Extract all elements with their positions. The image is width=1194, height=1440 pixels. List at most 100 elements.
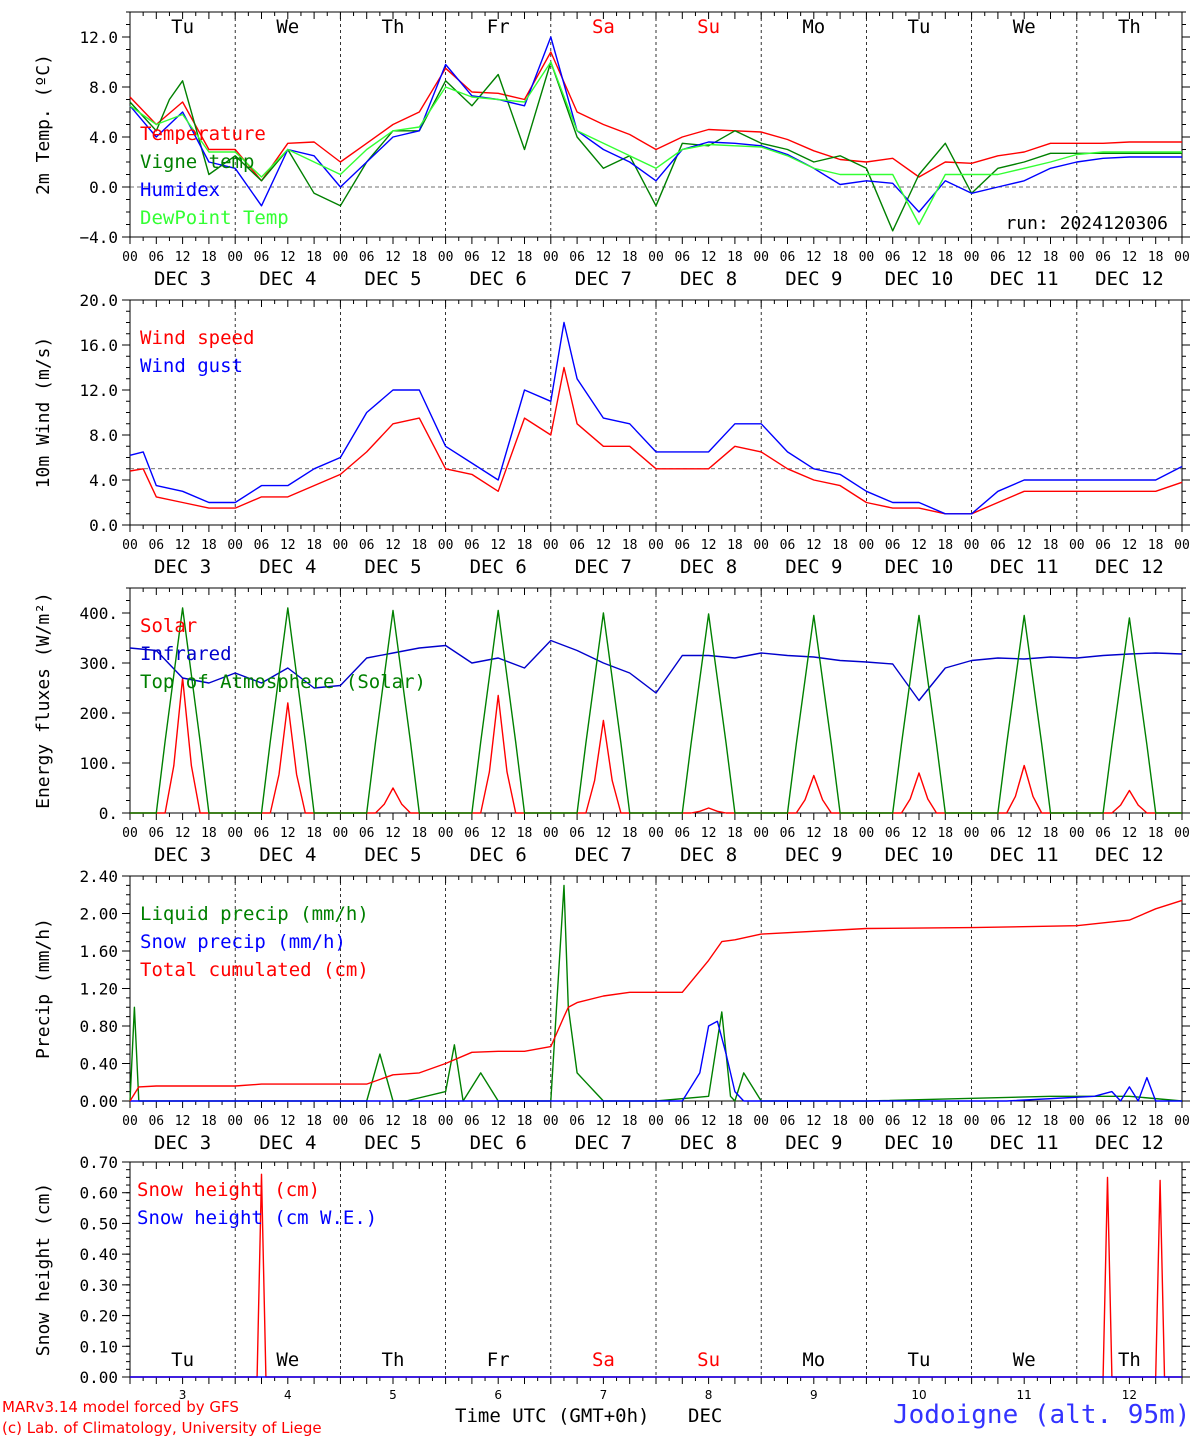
hour-tick-label: 00 (1174, 826, 1190, 841)
hour-tick-label: 12 (175, 1114, 191, 1129)
hour-tick-label: 00 (964, 538, 980, 553)
y-tick-label: 0.70 (79, 1153, 118, 1172)
series-line-wind-gust (129, 321, 1183, 515)
hour-tick-label: 06 (780, 826, 796, 841)
hour-tick-label: 06 (1095, 538, 1111, 553)
series-line-dewpoint-temp (129, 61, 1182, 226)
hour-tick-label: 18 (832, 250, 848, 265)
hour-tick-label: 18 (937, 826, 953, 841)
hour-tick-label: 06 (990, 1114, 1006, 1129)
weekday-label: Th (382, 16, 405, 38)
day-number-label: 8 (705, 1388, 713, 1402)
hour-tick-label: 12 (911, 826, 927, 841)
hour-tick-label: 18 (1148, 538, 1164, 553)
hour-tick-label: 06 (569, 250, 585, 265)
hour-tick-label: 18 (306, 538, 322, 553)
hour-tick-label: 18 (727, 1114, 743, 1129)
legend-entry: DewPoint Temp (140, 207, 289, 229)
hour-tick-label: 12 (1122, 1114, 1138, 1129)
date-label: DEC 7 (575, 844, 632, 866)
hour-tick-label: 12 (385, 826, 401, 841)
hour-tick-label: 06 (359, 538, 375, 553)
hour-tick-label: 06 (780, 538, 796, 553)
date-label: DEC 6 (470, 1132, 527, 1154)
day-number-label: 10 (911, 1388, 926, 1402)
y-tick-label: 300. (79, 654, 118, 673)
hour-tick-label: 00 (648, 538, 664, 553)
legend-entry: Solar (140, 615, 197, 637)
hour-tick-label: 00 (333, 826, 349, 841)
hour-tick-label: 00 (1069, 1114, 1085, 1129)
weekday-label: We (276, 1349, 299, 1371)
hour-tick-label: 00 (227, 538, 243, 553)
hour-tick-label: 12 (490, 1114, 506, 1129)
date-label: DEC 9 (785, 844, 842, 866)
date-label: DEC 11 (990, 1132, 1059, 1154)
hour-tick-label: 00 (859, 538, 875, 553)
hour-tick-label: 06 (148, 1114, 164, 1129)
y-tick-label: 16.0 (79, 336, 118, 355)
date-label: DEC 6 (470, 268, 527, 290)
hour-tick-label: 00 (648, 250, 664, 265)
hour-tick-label: 12 (385, 1114, 401, 1129)
hour-tick-label: 12 (701, 538, 717, 553)
hour-tick-label: 06 (569, 1114, 585, 1129)
run-annotation: run: 2024120306 (1005, 213, 1168, 234)
hour-tick-label: 18 (201, 1114, 217, 1129)
hour-tick-label: 06 (885, 1114, 901, 1129)
date-label: DEC 10 (885, 556, 954, 578)
date-label: DEC 5 (364, 268, 421, 290)
weekday-label: Tu (171, 1349, 194, 1371)
hour-tick-label: 12 (385, 250, 401, 265)
hour-tick-label: 12 (596, 250, 612, 265)
hour-tick-label: 18 (832, 1114, 848, 1129)
hour-tick-label: 00 (1174, 250, 1190, 265)
hour-tick-label: 18 (1148, 826, 1164, 841)
date-label: DEC 9 (785, 556, 842, 578)
hour-tick-label: 00 (227, 826, 243, 841)
hour-tick-label: 18 (622, 250, 638, 265)
y-tick-label: 0.30 (79, 1276, 118, 1295)
date-label: DEC 6 (470, 844, 527, 866)
date-label: DEC 7 (575, 1132, 632, 1154)
series-line-humidex (129, 36, 1182, 213)
hour-tick-label: 00 (438, 1114, 454, 1129)
hour-tick-label: 12 (806, 250, 822, 265)
hour-tick-label: 12 (806, 826, 822, 841)
hour-tick-label: 06 (254, 538, 270, 553)
hour-tick-label: 00 (753, 250, 769, 265)
hour-tick-label: 12 (385, 538, 401, 553)
x-axis-label: Time UTC (GMT+0h) (455, 1405, 650, 1427)
hour-tick-label: 00 (1069, 826, 1085, 841)
hour-tick-label: 06 (885, 826, 901, 841)
hour-tick-label: 06 (569, 826, 585, 841)
y-tick-label: 0.50 (79, 1214, 118, 1233)
date-label: DEC 11 (990, 268, 1059, 290)
hour-tick-label: 18 (1148, 1114, 1164, 1129)
date-label: DEC 9 (785, 268, 842, 290)
hour-tick-label: 12 (280, 250, 296, 265)
hour-tick-label: 12 (596, 538, 612, 553)
weekday-label: We (276, 16, 299, 38)
hour-tick-label: 12 (175, 250, 191, 265)
hour-tick-label: 00 (122, 250, 138, 265)
legend-entry: Snow precip (mm/h) (140, 931, 346, 953)
hour-tick-label: 12 (1016, 826, 1032, 841)
hour-tick-label: 00 (964, 1114, 980, 1129)
date-label: DEC 8 (680, 556, 737, 578)
series-line-infrared (129, 639, 1183, 702)
hour-tick-label: 06 (674, 538, 690, 553)
hour-tick-label: 06 (990, 538, 1006, 553)
y-tick-label: −4.0 (79, 228, 118, 247)
date-label: DEC 12 (1095, 556, 1164, 578)
y-tick-label: 8.0 (89, 78, 118, 97)
plot-frame-3 (129, 587, 1183, 814)
hour-tick-label: 06 (885, 538, 901, 553)
y-tick-label: 0.00 (79, 1368, 118, 1387)
series-line-wind-speed (129, 366, 1183, 515)
series-line-total-cumulated-cm- (129, 899, 1183, 1102)
weekday-label: We (1013, 1349, 1036, 1371)
weekday-label: Su (697, 1349, 720, 1371)
date-label: DEC 8 (680, 1132, 737, 1154)
hour-tick-label: 12 (911, 538, 927, 553)
